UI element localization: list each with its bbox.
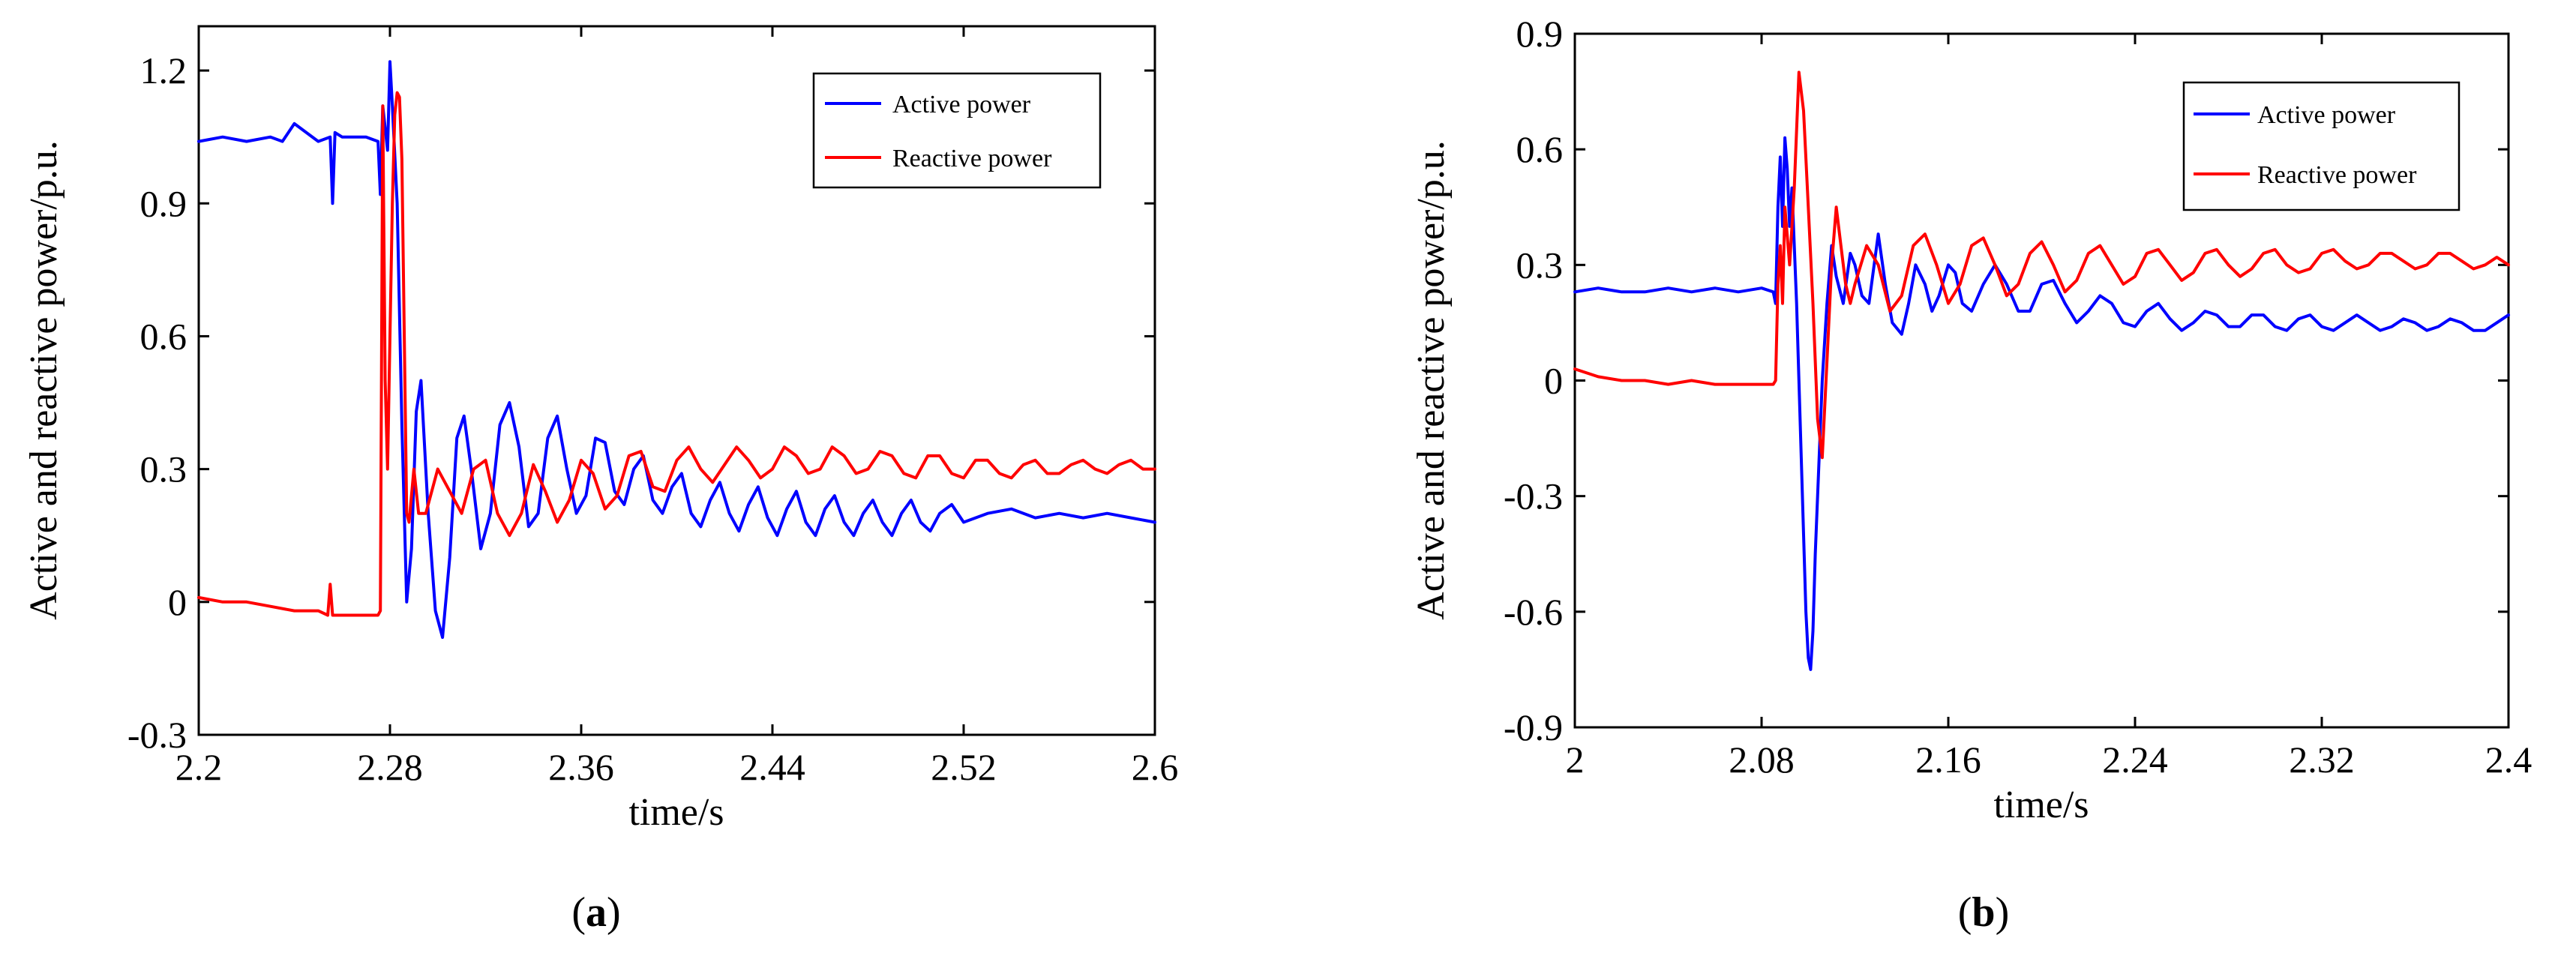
chart-a-xtick-label: 2.36 — [548, 746, 614, 788]
chart-a-legend-reactive-label: Reactive power — [892, 145, 1052, 172]
chart-a-ytick-label: 0.3 — [140, 448, 187, 490]
chart-a-xlabel: time/s — [628, 791, 724, 834]
chart-b-xtick-label: 2.4 — [2485, 739, 2533, 781]
chart-b-ytick-label: 0.6 — [1516, 128, 1564, 170]
chart-b-ytick-label: 0.9 — [1516, 13, 1564, 55]
chart-b-caption-prefix: ( — [1958, 889, 1972, 936]
chart-a-legend-active-label: Active power — [892, 91, 1031, 118]
chart-a-xtick-label: 2.52 — [931, 746, 997, 788]
chart-a-series-active-power-line — [197, 60, 1156, 640]
chart-b-xtick-label: 2.32 — [2289, 739, 2355, 781]
chart-b: -0.9 -0.6 -0.3 0 0.3 0.6 0.9 2 2.08 2.16 2.24 2.32… — [1410, 13, 2532, 936]
chart-b-caption-letter: b — [1972, 889, 1995, 936]
chart-b-legend-reactive-label: Reactive power — [2257, 161, 2417, 189]
chart-a-xtick-label: 2.44 — [739, 746, 805, 788]
chart-a-ytick-label: 0 — [168, 581, 187, 623]
chart-a-caption-letter: a — [586, 889, 607, 936]
chart-b-xtick-label: 2.16 — [1915, 739, 1981, 781]
chart-a-legend: Active power Reactive power — [812, 72, 1102, 189]
chart-a: -0.3 0 0.3 0.6 0.9 1.2 2.2 2.28 2.36 2.44 2.52 2.6… — [22, 25, 1179, 936]
chart-b-series-reactive-power-line — [1573, 70, 2510, 460]
chart-a-ytick-label: 0.6 — [140, 315, 187, 357]
chart-a-ytick-label: 0.9 — [140, 182, 187, 224]
chart-b-series-active-power-line — [1573, 136, 2510, 671]
chart-b-xtick-label: 2.24 — [2102, 739, 2168, 781]
chart-a-caption-prefix: ( — [571, 889, 586, 936]
chart-a-series — [197, 60, 1156, 640]
chart-b-ytick-label: -0.3 — [1504, 475, 1563, 517]
chart-a-xticks: 2.2 2.28 2.36 2.44 2.52 2.6 — [175, 26, 1179, 788]
chart-b-xlabel: time/s — [1993, 784, 2089, 826]
chart-b-caption-suffix: ) — [1996, 889, 2010, 936]
chart-b-series — [1573, 70, 2510, 671]
chart-a-xtick-label: 2.28 — [357, 746, 423, 788]
chart-b-ylabel: Active and reactive power/p.u. — [1410, 140, 1453, 620]
chart-b-ytick-label: -0.6 — [1504, 591, 1563, 633]
chart-b-yticks: -0.9 -0.6 -0.3 0 0.3 0.6 0.9 — [1504, 13, 2509, 748]
chart-a-ytick-label: -0.3 — [127, 714, 187, 756]
chart-b-legend: Active power Reactive power — [2182, 81, 2461, 211]
chart-b-xticks: 2 2.08 2.16 2.24 2.32 2.4 — [1566, 34, 2533, 781]
chart-b-legend-active-label: Active power — [2257, 101, 2396, 129]
chart-a-yticks: -0.3 0 0.3 0.6 0.9 1.2 — [127, 49, 1155, 756]
chart-b-xtick-label: 2 — [1566, 739, 1585, 781]
chart-a-xtick-label: 2.6 — [1132, 746, 1179, 788]
chart-b-caption: (b) — [1958, 889, 2009, 936]
chart-a-ylabel: Active and reactive power/p.u. — [22, 140, 65, 620]
chart-a-legend-box — [812, 72, 1102, 189]
chart-a-xtick-label: 2.2 — [175, 746, 223, 788]
chart-a-caption-suffix: ) — [607, 889, 621, 936]
chart-a-plot-frame — [197, 25, 1156, 736]
chart-b-ytick-label: 0.3 — [1516, 244, 1564, 286]
chart-b-xtick-label: 2.08 — [1729, 739, 1795, 781]
chart-a-caption: (a) — [571, 889, 620, 936]
chart-b-ytick-label: 0 — [1544, 360, 1563, 402]
chart-a-series-reactive-power-line — [197, 91, 1156, 617]
chart-b-legend-box — [2182, 81, 2461, 211]
chart-a-ytick-label: 1.2 — [140, 49, 187, 91]
chart-b-ytick-label: -0.9 — [1504, 706, 1563, 748]
